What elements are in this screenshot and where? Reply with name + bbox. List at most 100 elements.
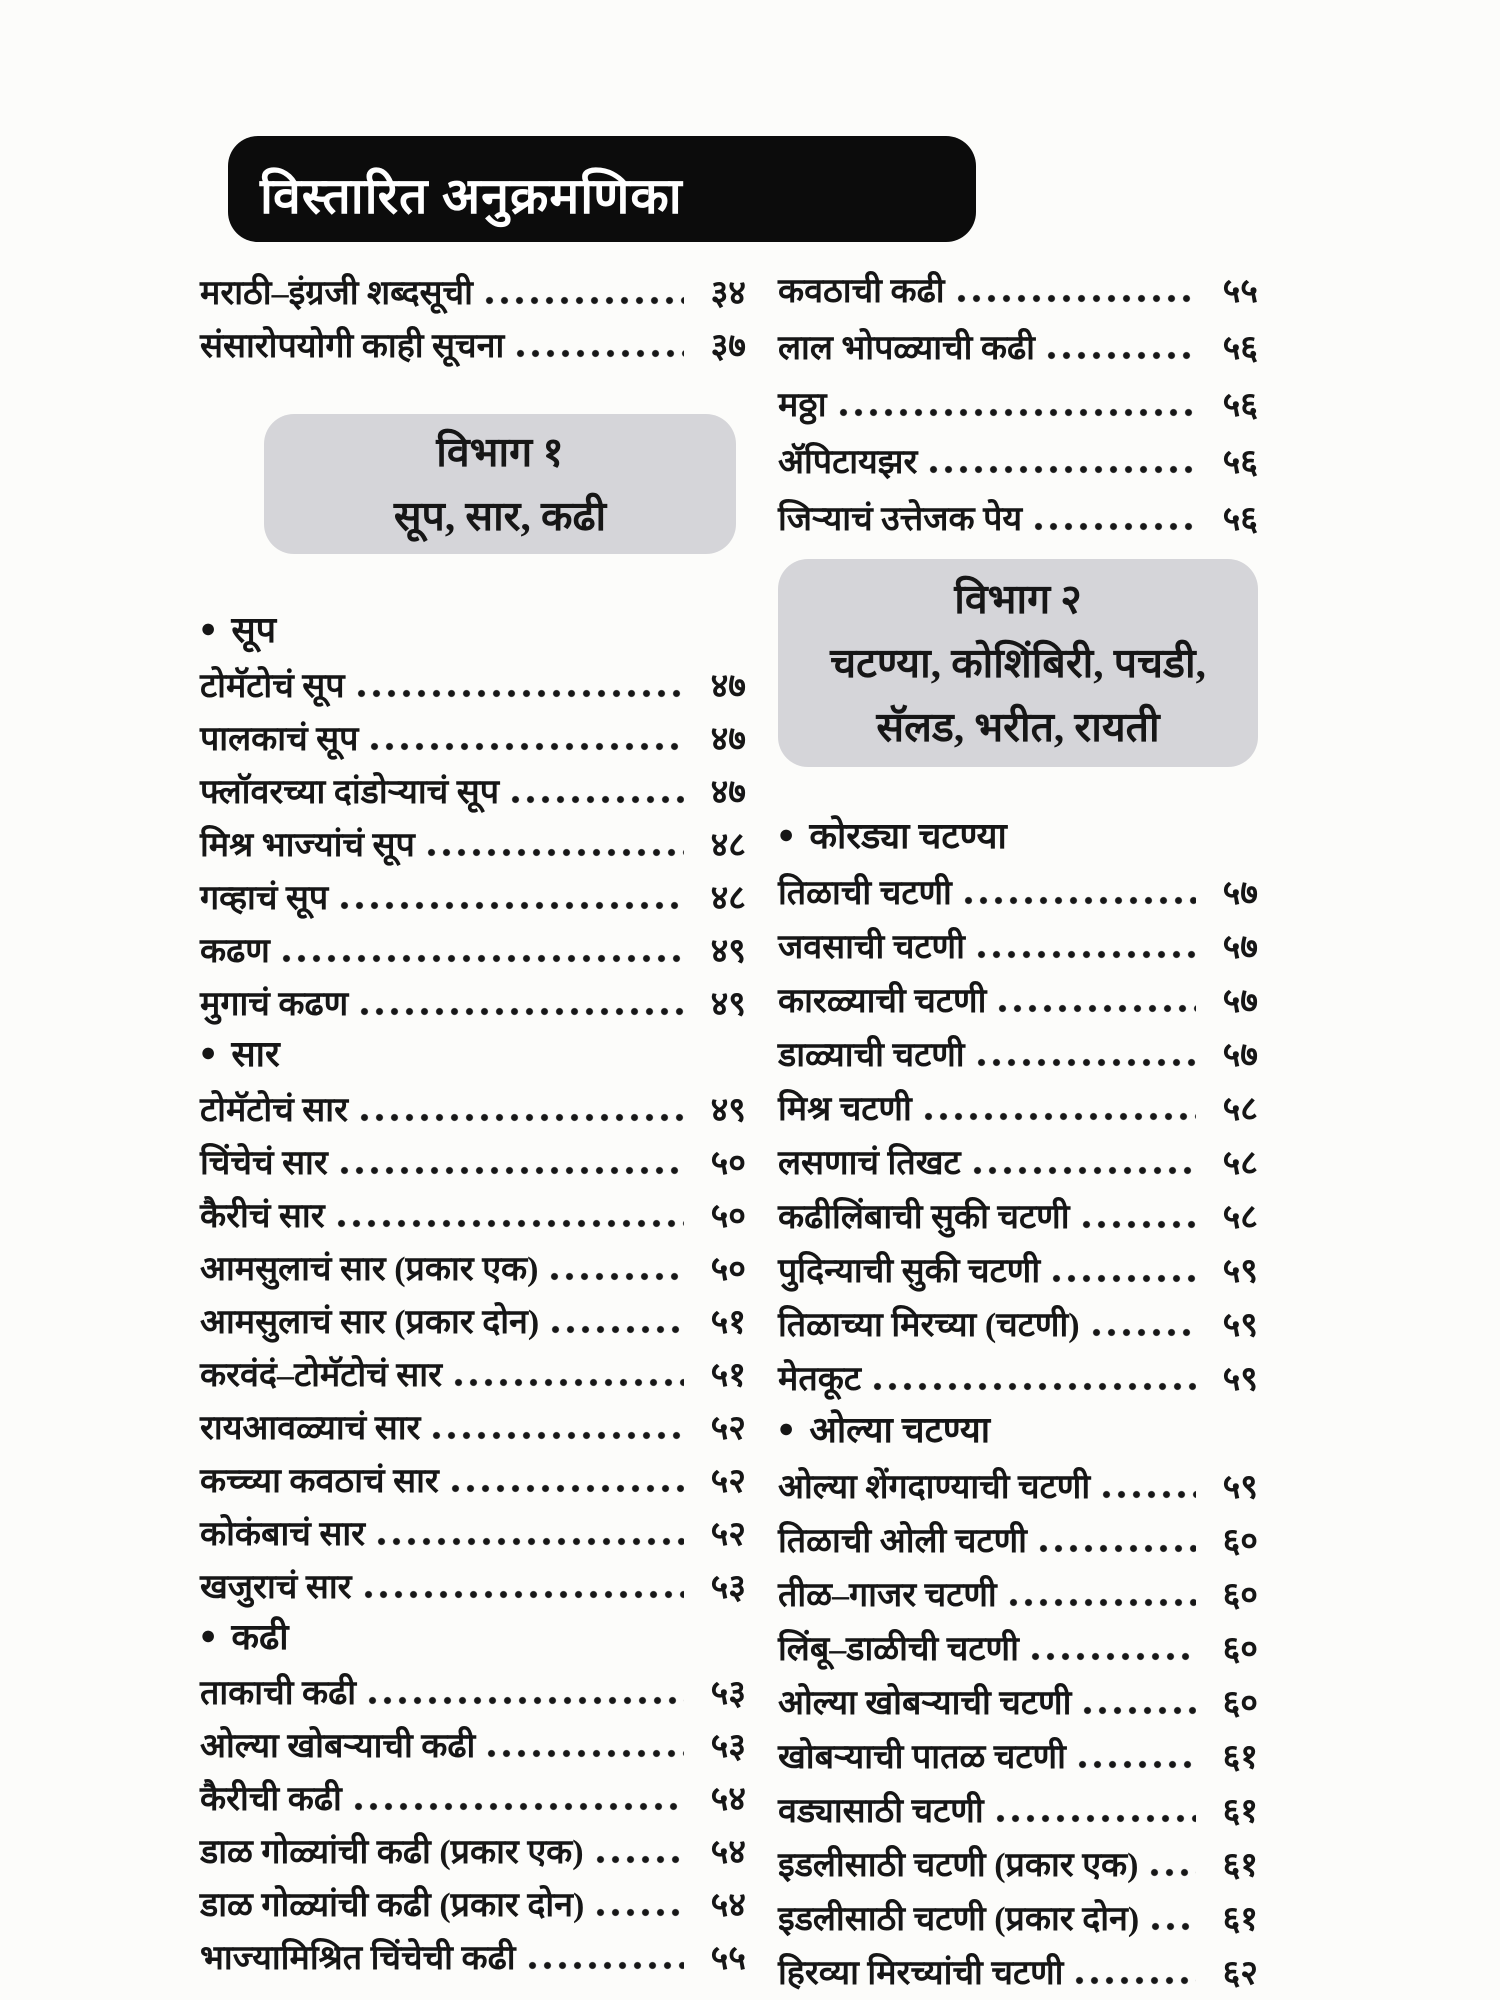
dot-leader	[923, 1112, 1196, 1122]
toc-entry: ताकाची कढी ५३	[200, 1662, 746, 1715]
dot-leader	[453, 1378, 684, 1388]
toc-entry: रायआवळ्याचं सार ५२	[200, 1397, 746, 1450]
entry-label: खोबऱ्याची पातळ चटणी	[778, 1739, 1066, 1776]
entry-page-number: ५८	[1222, 1091, 1258, 1128]
dot-leader	[963, 896, 1196, 906]
dot-leader	[484, 296, 684, 306]
toc-entry: ॲपिटायझर ५६	[778, 427, 1258, 484]
dot-leader	[551, 1325, 684, 1335]
dot-leader	[432, 1431, 684, 1441]
toc-entry: लिंबू–डाळीची चटणी ६०	[778, 1617, 1258, 1671]
dot-leader	[998, 1004, 1196, 1014]
entry-label: इडलीसाठी चटणी (प्रकार एक)	[778, 1847, 1139, 1884]
entry-label: करवंदं–टोमॅटोचं सार	[200, 1357, 442, 1394]
section-1-title: विभाग १	[436, 429, 564, 475]
dot-leader	[1102, 1490, 1196, 1500]
entry-page-number: ५०	[710, 1145, 746, 1182]
toc-entry: कवठाची कढी ५५	[778, 256, 1258, 313]
toc-entry: तिळाची ओली चटणी ६०	[778, 1509, 1258, 1563]
toc-entry: भाज्यामिश्रित चिंचेची कढी ५५	[200, 1927, 746, 1980]
group-heading: ● ओल्या चटण्या	[778, 1401, 1258, 1455]
dot-leader	[1008, 1598, 1196, 1608]
entry-label: लसणाचं तिखट	[778, 1145, 961, 1182]
front-entries: मराठी–इंग्रजी शब्दसूची ३४ संसारोपयोगी काही…	[200, 262, 746, 368]
entry-page-number: ६०	[1222, 1631, 1258, 1668]
entry-label: कारळ्याची चटणी	[778, 983, 987, 1020]
left-column: मराठी–इंग्रजी शब्दसूची ३४ संसारोपयोगी काही…	[200, 262, 746, 1980]
dot-leader	[281, 954, 684, 964]
group-heading-label: सूप	[231, 610, 277, 650]
dot-leader	[972, 1166, 1196, 1176]
entry-label: तिळाची चटणी	[778, 875, 952, 912]
toc-entry: कारळ्याची चटणी ५७	[778, 969, 1258, 1023]
entry-page-number: ४८	[710, 880, 746, 917]
dot-leader	[527, 1961, 684, 1971]
toc-entry: आमसुलाचं सार (प्रकार दोन) ५१	[200, 1291, 746, 1344]
dot-leader	[356, 689, 684, 699]
toc-entry: डाळ गोळ्यांची कढी (प्रकार दोन) ५४	[200, 1874, 746, 1927]
entry-page-number: ४९	[710, 986, 746, 1023]
dot-leader	[1150, 1868, 1196, 1878]
toc-entry: गव्हाचं सूप ४८	[200, 867, 746, 920]
dot-leader	[516, 349, 684, 359]
bullet-icon: ●	[200, 1620, 217, 1650]
dot-leader	[426, 848, 684, 858]
dot-leader	[360, 1113, 684, 1123]
entry-label: मिश्र भाज्यांचं सूप	[200, 827, 415, 864]
left-groups: ● सूप टोमॅटोचं सूप ४७ पालकाचं सूप ४७ फ्लॉवरच्य…	[200, 602, 746, 1980]
toc-entry: इडलीसाठी चटणी (प्रकार दोन) ६१	[778, 1887, 1258, 1941]
toc-entry: जिऱ्याचं उत्तेजक पेय ५६	[778, 484, 1258, 541]
entry-page-number: ६०	[1222, 1685, 1258, 1722]
entry-label: मिश्र चटणी	[778, 1091, 912, 1128]
entry-label: कच्च्या कवठाचं सार	[200, 1463, 439, 1500]
entry-label: जवसाची चटणी	[778, 929, 965, 966]
section-box-2: विभाग २ चटण्या, कोशिंबिरी, पचडी, सॅलड, भ…	[778, 559, 1258, 767]
dot-leader	[360, 1007, 684, 1017]
dot-leader	[872, 1382, 1196, 1392]
toc-entry: करवंदं–टोमॅटोचं सार ५१	[200, 1344, 746, 1397]
entry-label: गव्हाचं सूप	[200, 880, 329, 917]
dot-leader	[1046, 351, 1196, 361]
toc-entry: डाळ गोळ्यांची कढी (प्रकार एक) ५४	[200, 1821, 746, 1874]
entry-label: पालकाचं सूप	[200, 721, 359, 758]
entry-page-number: ४७	[710, 668, 746, 705]
section-2-title: विभाग २	[954, 576, 1082, 622]
dot-leader	[1075, 1976, 1196, 1986]
entry-label: लिंबू–डाळीची चटणी	[778, 1631, 1019, 1668]
entry-label: कवठाची कढी	[778, 273, 945, 310]
entry-label: वड्यासाठी चटणी	[778, 1793, 984, 1830]
dot-leader	[1030, 1652, 1196, 1662]
toc-entry: मिश्र चटणी ५८	[778, 1077, 1258, 1131]
entry-label: भाज्यामिश्रित चिंचेची कढी	[200, 1940, 516, 1977]
dot-leader	[956, 294, 1196, 304]
entry-page-number: ५६	[1222, 501, 1258, 538]
entry-label: रायआवळ्याचं सार	[200, 1410, 421, 1447]
entry-page-number: ५३	[710, 1728, 746, 1765]
toc-entry: तीळ–गाजर चटणी ६०	[778, 1563, 1258, 1617]
entry-page-number: ५१	[710, 1357, 746, 1394]
right-column: कवठाची कढी ५५ लाल भोपळ्याची कढी ५६ मठ्ठा ५६ ॲप…	[778, 256, 1258, 1995]
dot-leader	[1038, 1544, 1196, 1554]
toc-entry: संसारोपयोगी काही सूचना ३७	[200, 315, 746, 368]
entry-page-number: ५७	[1222, 983, 1258, 1020]
toc-entry: इडलीसाठी चटणी (प्रकार एक) ६१	[778, 1833, 1258, 1887]
toc-entry: जवसाची चटणी ५७	[778, 915, 1258, 969]
group-heading-label: कढी	[231, 1617, 289, 1657]
toc-entry: टोमॅटोचं सूप ४७	[200, 655, 746, 708]
dot-leader	[1052, 1274, 1196, 1284]
toc-entry: खोबऱ्याची पातळ चटणी ६१	[778, 1725, 1258, 1779]
entry-page-number: ६२	[1222, 1955, 1258, 1992]
entry-page-number: ५९	[1222, 1307, 1258, 1344]
entry-page-number: ५२	[710, 1410, 746, 1447]
entry-label: डाळ्याची चटणी	[778, 1037, 965, 1074]
dot-leader	[550, 1272, 684, 1282]
toc-entry: पुदिन्याची सुकी चटणी ५९	[778, 1239, 1258, 1293]
entry-page-number: ४७	[710, 721, 746, 758]
toc-entry: आमसुलाचं सार (प्रकार एक) ५०	[200, 1238, 746, 1291]
toc-entry: कैरीची कढी ५४	[200, 1768, 746, 1821]
toc-entry: मिश्र भाज्यांचं सूप ४८	[200, 814, 746, 867]
group-heading: ● सार	[200, 1026, 746, 1079]
dot-leader	[995, 1814, 1196, 1824]
entry-page-number: ६१	[1222, 1739, 1258, 1776]
